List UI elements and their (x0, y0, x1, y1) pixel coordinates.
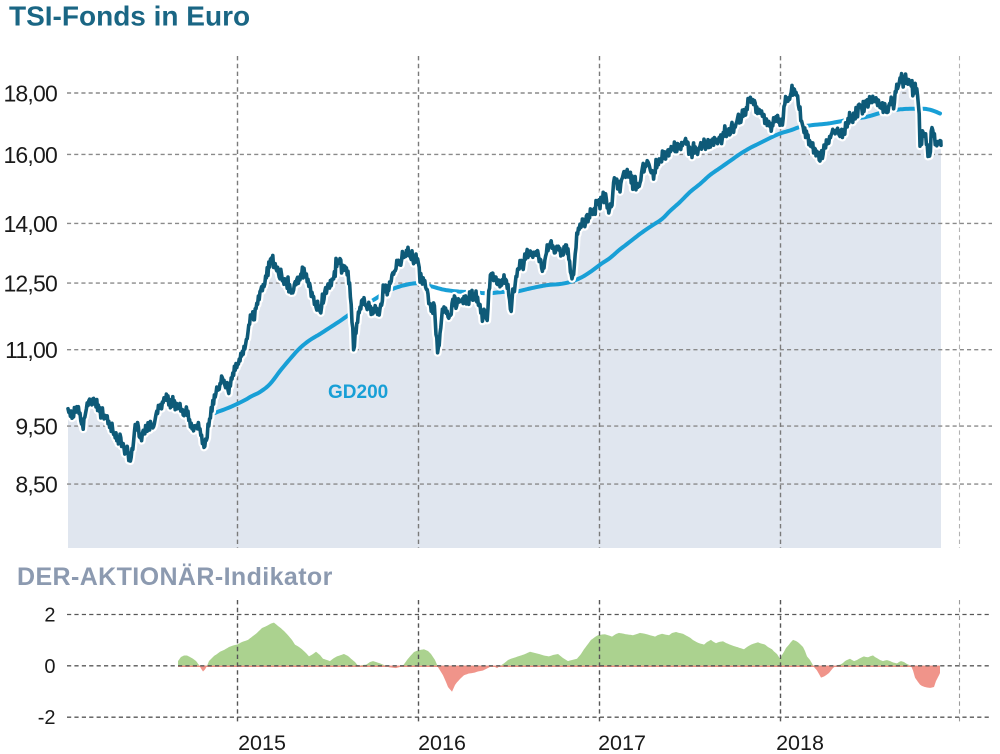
svg-text:18,00: 18,00 (3, 80, 57, 106)
svg-text:2015: 2015 (238, 731, 286, 754)
svg-text:11,00: 11,00 (5, 337, 57, 363)
svg-text:GD200: GD200 (328, 382, 388, 403)
svg-text:2017: 2017 (598, 731, 646, 754)
svg-text:2016: 2016 (418, 731, 466, 754)
svg-text:8,50: 8,50 (15, 472, 57, 498)
svg-text:9,50: 9,50 (15, 414, 57, 440)
svg-text:12,50: 12,50 (3, 271, 57, 297)
svg-text:-2: -2 (38, 707, 56, 729)
svg-text:2: 2 (44, 605, 55, 627)
svg-text:14,00: 14,00 (3, 211, 57, 237)
svg-text:16,00: 16,00 (3, 142, 57, 168)
svg-text:0: 0 (44, 656, 55, 678)
svg-text:DER-AKTIONÄR-Indikator: DER-AKTIONÄR-Indikator (17, 563, 333, 591)
svg-text:2018: 2018 (776, 731, 824, 754)
svg-text:TSI-Fonds in Euro: TSI-Fonds in Euro (9, 1, 250, 32)
